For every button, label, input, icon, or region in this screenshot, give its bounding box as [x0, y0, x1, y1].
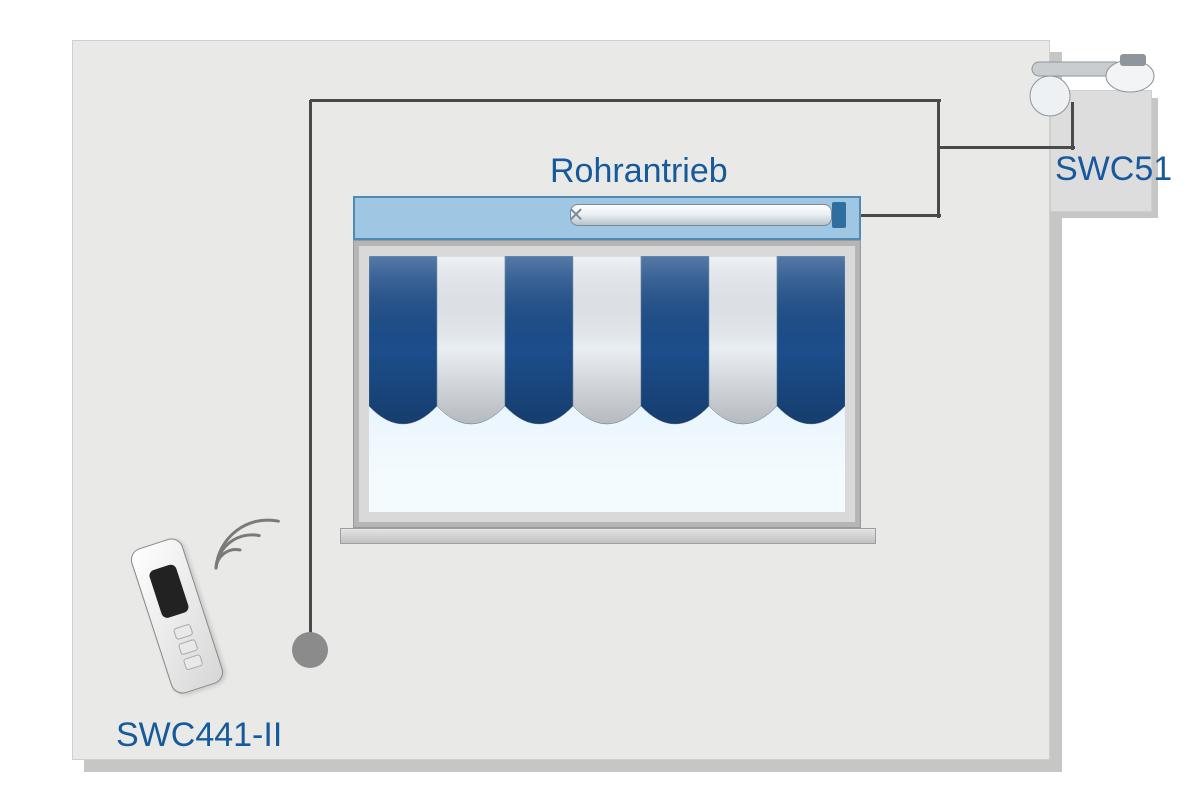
remote-button: [183, 654, 204, 671]
tube-motor: [570, 204, 832, 226]
tube-motor-axis-icon: ✕: [568, 203, 585, 228]
label-motor: Rohrantrieb: [550, 152, 728, 191]
cable: [938, 146, 1075, 149]
cable: [310, 99, 941, 102]
remote-screen: [148, 563, 190, 619]
tube-motor-cap: [832, 202, 846, 228]
weather-sensor: [1020, 36, 1170, 126]
cable: [937, 100, 940, 218]
radio-waves-icon: [206, 498, 326, 578]
diagram-canvas: ✕ Rohrantrieb SWC51 SWC441-II: [0, 0, 1200, 800]
remote-button: [173, 623, 194, 640]
remote-button: [178, 639, 199, 656]
window-sill: [340, 528, 876, 544]
awning: [369, 256, 845, 448]
receiver-dot: [292, 632, 328, 668]
label-sensor: SWC51: [1055, 150, 1172, 189]
cable: [848, 214, 941, 217]
label-remote: SWC441-II: [116, 716, 282, 755]
